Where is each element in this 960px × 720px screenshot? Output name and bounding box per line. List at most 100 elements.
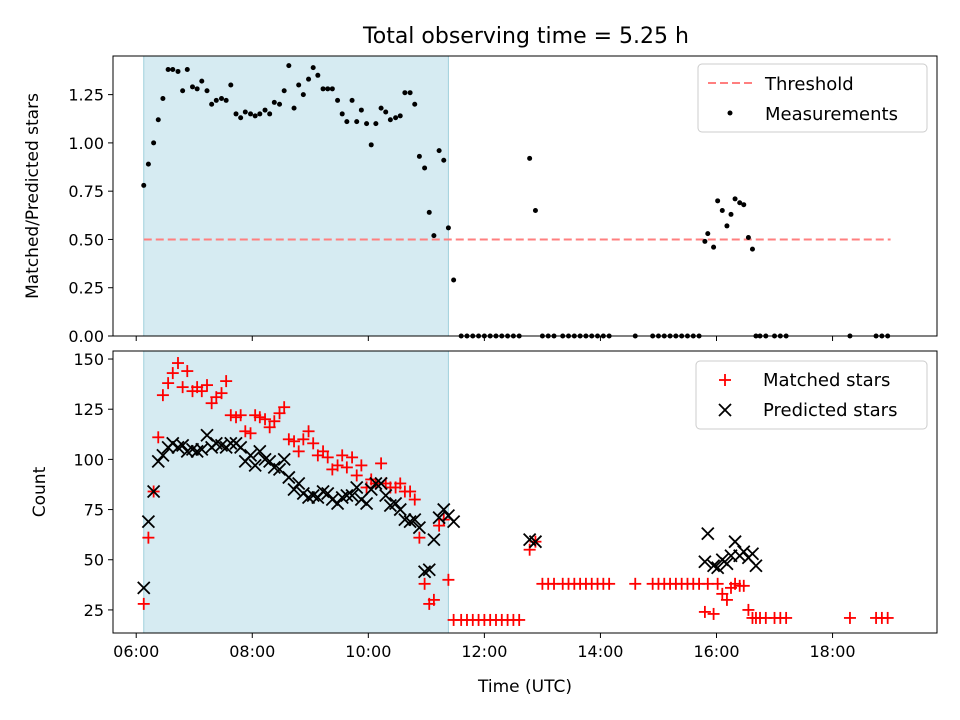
matched-star-point	[273, 407, 286, 420]
matched-star-point	[321, 451, 334, 464]
matched-star-point	[843, 611, 856, 624]
ratio-y-tick-label: 0.00	[68, 327, 104, 346]
predicted-star-point	[350, 480, 364, 495]
predicted-star-point	[151, 454, 165, 469]
measurement-point	[407, 90, 413, 96]
measurement-point	[402, 90, 408, 96]
ratio-panel: 0.00 0.25 0.50 0.75 1.00 1.25 Matched/Predict…	[23, 55, 938, 346]
measurement-point	[741, 202, 747, 208]
measurement-point	[416, 153, 422, 159]
matched-star-point	[166, 367, 179, 380]
measurement-point	[175, 68, 181, 74]
measurement-point	[325, 86, 331, 92]
predicted-star-point	[403, 514, 417, 529]
matched-star-point	[297, 433, 310, 446]
matched-star-point	[215, 387, 228, 400]
measurement-point	[315, 72, 321, 78]
measurement-point	[320, 86, 326, 92]
predicted-star-point	[156, 448, 170, 463]
count-y-tick-label: 125	[73, 400, 104, 419]
measurement-point	[194, 86, 200, 92]
predicted-star-point	[437, 502, 451, 517]
measurement-point	[184, 67, 190, 73]
matched-star-point	[394, 477, 407, 490]
count-y-tick-label: 100	[73, 450, 104, 469]
measurement-point	[724, 223, 730, 229]
matched-star-point	[307, 437, 320, 450]
measurement-point	[387, 117, 393, 123]
ratio-legend-box	[697, 63, 928, 133]
ratio-y-tick-label: 0.25	[68, 279, 104, 298]
measurement-point	[228, 82, 234, 88]
matched-star-point	[259, 413, 272, 426]
matched-star-point	[603, 577, 616, 590]
predicted-star-point	[369, 476, 383, 491]
measurement-point	[719, 207, 725, 213]
legend-matched-swatch	[719, 374, 731, 386]
matched-star-point	[137, 597, 150, 610]
matched-star-point	[780, 611, 793, 624]
measurement-point	[445, 225, 451, 231]
predicted-star-point	[412, 520, 427, 535]
measurement-point	[339, 111, 345, 117]
predicted-star-point	[728, 535, 742, 549]
matched-star-point	[711, 577, 724, 590]
matched-star-point	[698, 605, 711, 618]
predicted-star-point	[243, 448, 258, 463]
measurement-point	[749, 246, 755, 252]
count-panel-frame	[112, 350, 938, 634]
measurement-point	[378, 105, 384, 111]
matched-star-point	[355, 459, 368, 472]
x-tick-label: 18:00	[809, 642, 855, 661]
measurement-point	[189, 84, 195, 90]
matched-star-point	[513, 613, 526, 626]
measurement-point	[252, 113, 258, 119]
measurement-point	[277, 101, 283, 107]
predicted-star-point	[301, 490, 316, 505]
count-y-tick-label: 75	[84, 501, 104, 520]
measurement-point	[711, 244, 717, 250]
predicted-star-point	[528, 535, 543, 549]
predicted-star-point	[422, 563, 436, 577]
matched-star-point	[742, 603, 755, 616]
matched-star-point	[442, 573, 455, 586]
measurement-point	[412, 101, 418, 107]
count-y-tick-label: 150	[73, 350, 104, 369]
measurement-point	[728, 211, 734, 217]
predicted-star-point	[306, 488, 320, 503]
matched-star-point	[340, 461, 353, 474]
predicted-star-point	[141, 514, 156, 529]
measurement-point	[354, 119, 360, 125]
predicted-star-point	[234, 440, 248, 454]
measurement-point	[441, 157, 447, 163]
measurement-point	[383, 109, 389, 115]
legend-threshold-label: Threshold	[764, 74, 854, 95]
predicted-star-point	[446, 514, 461, 529]
x-tick-label: 12:00	[461, 642, 507, 661]
matched-star-point	[737, 579, 750, 592]
measurement-point	[223, 97, 229, 103]
measurement-point	[335, 97, 341, 103]
measurement-point	[281, 88, 287, 94]
x-tick-label: 06:00	[113, 642, 159, 661]
ratio-panel-ylabel: Matched/Predicted stars	[23, 93, 43, 299]
predicted-star-point	[698, 555, 712, 569]
measurement-point	[242, 109, 248, 115]
ratio-y-tick-label: 0.75	[68, 182, 104, 201]
matched-star-point	[195, 385, 208, 398]
predicted-star-point	[340, 488, 354, 503]
matched-star-point	[404, 485, 417, 498]
measurement-point	[151, 140, 157, 146]
matched-star-point	[336, 449, 349, 462]
measurement-point	[165, 67, 171, 73]
measurement-point	[426, 209, 432, 215]
predicted-star-point	[720, 557, 734, 571]
x-tick-label: 10:00	[345, 642, 391, 661]
measurement-point	[532, 207, 538, 213]
matched-star-point	[302, 425, 315, 438]
measurement-point	[180, 88, 186, 94]
matched-star-point	[142, 531, 155, 544]
legend-measurements-swatch	[727, 110, 733, 116]
matched-star-point	[156, 389, 169, 402]
predicted-star-point	[364, 482, 378, 497]
